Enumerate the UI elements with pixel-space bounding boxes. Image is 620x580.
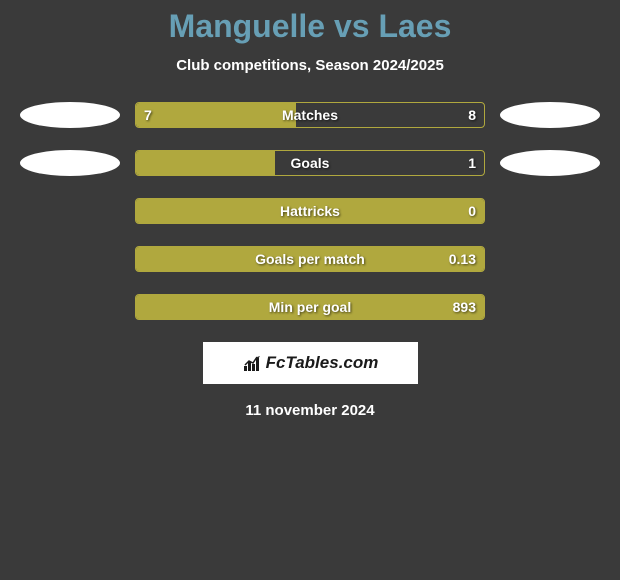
stat-value-right: 893 [453, 299, 476, 315]
player-right-badge [500, 150, 600, 176]
player-left-badge [20, 150, 120, 176]
chart-icon [242, 354, 262, 372]
stat-value-right: 0.13 [449, 251, 476, 267]
stats-section: Matches 7 8 Goals 1 Hattricks 0 Goals per match… [0, 102, 620, 320]
stat-bar: Goals per match 0.13 [135, 246, 485, 272]
subtitle: Club competitions, Season 2024/2025 [0, 57, 620, 74]
player-right-badge [500, 102, 600, 128]
footer-logo[interactable]: FcTables.com [203, 342, 418, 384]
player-left-badge [20, 102, 120, 128]
main-container: Manguelle vs Laes Club competitions, Sea… [0, 0, 620, 419]
logo-content: FcTables.com [242, 353, 379, 373]
stat-value-right: 8 [468, 107, 476, 123]
stat-bar: Matches 7 8 [135, 102, 485, 128]
stat-label: Goals per match [255, 251, 365, 267]
bar-fill-left [136, 151, 275, 175]
stat-bar: Hattricks 0 [135, 198, 485, 224]
stat-row: Matches 7 8 [20, 102, 600, 128]
stat-value-left: 7 [144, 107, 152, 123]
bar-fill-left [136, 103, 296, 127]
page-title: Manguelle vs Laes [0, 8, 620, 45]
stat-label: Min per goal [269, 299, 351, 315]
logo-text: FcTables.com [266, 353, 379, 373]
stat-label: Goals [291, 155, 330, 171]
stat-label: Matches [282, 107, 338, 123]
stat-label: Hattricks [280, 203, 340, 219]
stat-bar: Min per goal 893 [135, 294, 485, 320]
stat-value-right: 1 [468, 155, 476, 171]
date-text: 11 november 2024 [0, 402, 620, 419]
stat-row: Hattricks 0 [20, 198, 600, 224]
stat-row: Min per goal 893 [20, 294, 600, 320]
stat-row: Goals 1 [20, 150, 600, 176]
stat-row: Goals per match 0.13 [20, 246, 600, 272]
stat-bar: Goals 1 [135, 150, 485, 176]
stat-value-right: 0 [468, 203, 476, 219]
